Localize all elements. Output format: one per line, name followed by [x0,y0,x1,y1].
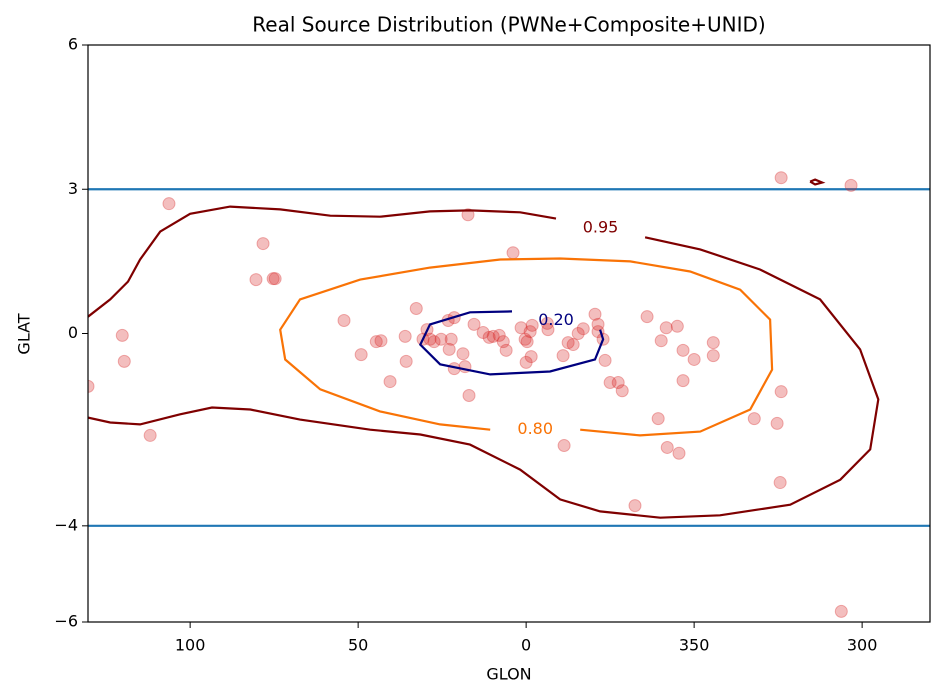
scatter-point [660,440,674,454]
contour-line [88,178,880,519]
scatter-point [706,349,720,363]
scatter-point [676,343,690,357]
scatter-point [456,347,470,361]
contour-label: 0.20 [538,310,574,329]
plot-area [88,171,930,618]
scatter-point [566,338,580,352]
scatter-point [770,416,784,430]
scatter-point [115,328,129,342]
x-tick-label: 50 [348,636,368,655]
scatter-point [676,374,690,388]
x-tick-label: 350 [679,636,710,655]
scatter-point [467,317,481,331]
scatter-point [442,342,456,356]
scatter-point [670,319,684,333]
plot-frame [87,44,931,623]
scatter-point [640,310,654,324]
scatter-point [383,375,397,389]
scatter-point [492,328,506,342]
scatter-point [672,446,686,460]
scatter-point [162,197,176,211]
scatter-point [571,327,585,340]
scatter-point [520,335,534,349]
scatter-point [576,322,590,336]
scatter-point [603,376,617,390]
contour-label: 0.95 [583,217,619,236]
scatter-point [496,335,510,349]
scatter-point [266,272,280,286]
scatter-point [525,318,539,332]
scatter-point [591,317,605,331]
contour-line [418,310,605,376]
scatter-point [706,336,720,350]
scatter-point [337,314,351,328]
scatter-point [523,325,537,339]
scatter-point [444,332,458,346]
scatter-point [462,389,476,403]
scatter-point [249,273,263,287]
scatter-point [461,208,475,222]
scatter-point [556,349,570,363]
scatter-point [561,336,575,350]
scatter-point [557,439,571,453]
scatter-point [687,352,701,366]
contour-label: 0.80 [517,419,553,438]
x-tick-label: 0 [521,636,531,655]
scatter-point [434,332,448,346]
scatter-point [844,178,858,192]
scatter-point [427,335,441,349]
scatter-point [409,301,423,315]
y-tick-label: −6 [54,612,78,631]
scatter-point [506,246,520,260]
scatter-point [747,412,761,426]
scatter-point [651,412,665,426]
y-tick-label: 6 [68,35,78,54]
scatter-point [499,343,513,357]
chart-title: Real Source Distribution (PWNe+Composite… [252,13,765,37]
x-axis-label: GLON [486,665,531,684]
scatter-point [659,321,673,335]
scatter-point [514,321,528,335]
scatter-point [369,335,383,349]
x-tick-label: 100 [175,636,206,655]
scatter-point [541,323,555,337]
scatter-point [654,334,668,348]
scatter-point [518,332,532,346]
scatter-point [611,376,625,390]
scatter-point [256,237,270,251]
scatter-point [486,329,500,343]
scatter-point [628,499,642,513]
scatter-point [398,329,412,343]
scatter-point [540,316,554,330]
scatter-point [482,330,496,344]
y-tick-label: 3 [68,179,78,198]
scatter-point [615,384,629,398]
scatter-point [143,428,157,442]
scatter-point [88,379,95,393]
scatter-point [117,354,131,368]
y-tick-label: 0 [68,323,78,342]
scatter-point [354,348,368,362]
scatter-point [588,307,602,321]
x-tick-label: 300 [847,636,878,655]
y-tick-label: −4 [54,515,78,534]
scatter-point [268,272,282,286]
scatter-point [524,350,538,364]
scatter-point [774,171,788,185]
scatter-point [374,334,388,348]
scatter-point [519,355,533,369]
scatter-point [476,326,490,340]
scatter-point [773,476,787,490]
scatter-point [834,604,848,618]
contour-line [279,257,774,437]
y-axis-label: GLAT [15,313,34,354]
scatter-point [598,353,612,367]
scatter-point [774,385,788,399]
scatter-point [399,354,413,368]
